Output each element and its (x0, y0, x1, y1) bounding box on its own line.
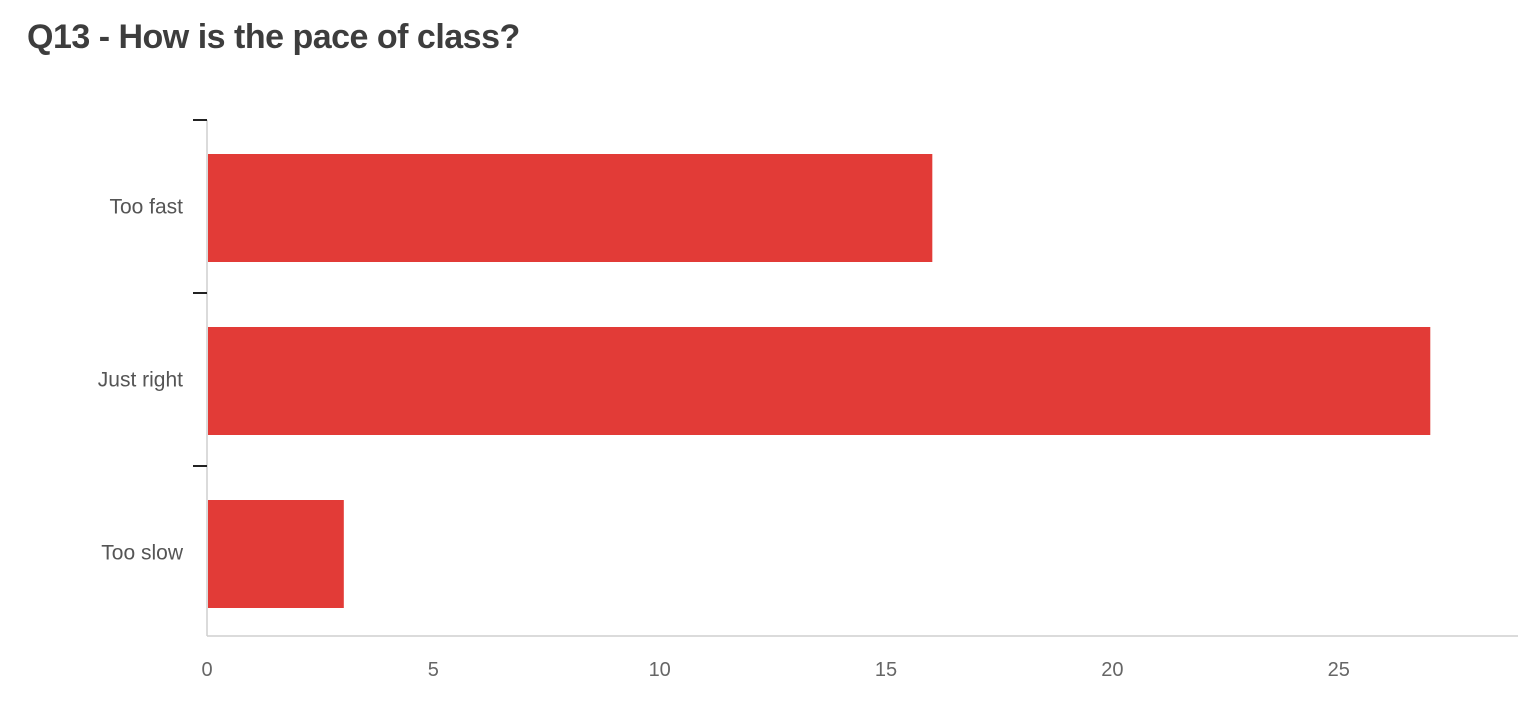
bar (208, 154, 933, 262)
x-tick-label: 10 (649, 659, 671, 681)
category-label: Too fast (109, 196, 183, 219)
x-tick-label: 20 (1101, 659, 1123, 681)
y-axis-ticks (193, 119, 207, 467)
bar (208, 500, 344, 608)
category-label: Too slow (101, 542, 184, 565)
bars-group (208, 154, 1431, 608)
chart-title: Q13 - How is the pace of class? (27, 18, 520, 56)
category-label: Just right (98, 369, 183, 392)
bar (208, 327, 1431, 435)
x-tick-label: 25 (1328, 659, 1350, 681)
x-tick-label: 15 (875, 659, 897, 681)
x-axis-ticks: 0 5 10 15 20 25 (201, 659, 1349, 681)
x-tick-label: 5 (428, 659, 439, 681)
category-labels: Too fast Just right Too slow (98, 196, 184, 565)
x-tick-label: 0 (201, 659, 212, 681)
